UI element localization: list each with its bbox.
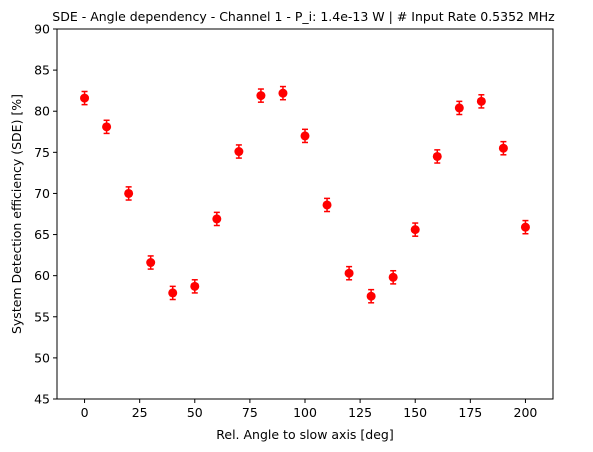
data-point	[520, 219, 530, 235]
data-points	[80, 85, 530, 304]
x-tick-label: 25	[132, 405, 148, 420]
data-point	[388, 269, 398, 285]
y-tick-label: 80	[34, 104, 50, 119]
data-point	[498, 140, 508, 156]
x-tick-label: 150	[403, 405, 427, 420]
data-marker	[124, 188, 134, 198]
data-marker	[520, 222, 530, 232]
y-tick-label: 85	[34, 63, 50, 78]
data-marker	[410, 225, 420, 235]
data-point	[432, 149, 442, 164]
data-point	[476, 94, 486, 109]
x-tick-label: 125	[348, 405, 372, 420]
data-point	[300, 128, 310, 144]
y-tick-label: 60	[34, 268, 50, 283]
x-axis-ticks: 0 25 50 75 100 125 150 175 200	[81, 399, 538, 420]
y-tick-label: 70	[34, 186, 50, 201]
x-tick-label: 175	[458, 405, 482, 420]
data-point	[278, 85, 288, 101]
plot-frame	[56, 28, 554, 400]
data-marker	[80, 93, 90, 103]
chart-title: SDE - Angle dependency - Channel 1 - P_i…	[52, 9, 555, 24]
data-marker	[388, 272, 398, 282]
data-point	[344, 265, 354, 281]
data-marker	[278, 88, 288, 98]
x-tick-label: 75	[242, 405, 258, 420]
data-point	[124, 186, 134, 201]
data-marker	[168, 288, 178, 298]
data-marker	[454, 103, 464, 113]
data-point	[102, 119, 112, 135]
data-marker	[322, 200, 332, 210]
data-marker	[498, 143, 508, 153]
data-marker	[432, 151, 442, 161]
y-tick-label: 50	[34, 350, 50, 365]
data-point	[190, 279, 200, 294]
y-tick-label: 45	[34, 392, 50, 407]
data-point	[80, 90, 90, 106]
x-axis-label: Rel. Angle to slow axis [deg]	[216, 427, 393, 442]
data-marker	[102, 122, 112, 132]
x-tick-label: 100	[293, 405, 317, 420]
x-tick-label: 50	[187, 405, 203, 420]
y-axis-label: System Detection efficiency (SDE) [%]	[9, 94, 24, 334]
data-marker	[146, 258, 156, 268]
y-axis-ticks: 45 50 55 60 65 70 75 80 85 90	[34, 22, 57, 407]
data-point	[234, 144, 244, 159]
data-marker	[212, 214, 222, 224]
data-marker	[256, 91, 266, 101]
x-tick-label: 0	[81, 405, 89, 420]
data-point	[146, 255, 156, 270]
data-point	[322, 197, 332, 213]
data-marker	[366, 291, 376, 301]
data-point	[366, 288, 376, 304]
y-tick-label: 65	[34, 227, 50, 242]
data-marker	[190, 281, 200, 291]
y-tick-label: 55	[34, 309, 50, 324]
data-point	[212, 211, 222, 227]
x-tick-label: 200	[514, 405, 538, 420]
data-point	[410, 222, 420, 237]
y-tick-label: 90	[34, 22, 50, 37]
data-marker	[476, 96, 486, 106]
data-point	[454, 100, 464, 116]
data-marker	[234, 147, 244, 157]
data-point	[168, 285, 178, 301]
data-marker	[300, 131, 310, 141]
data-marker	[344, 268, 354, 278]
y-tick-label: 75	[34, 145, 50, 160]
data-point	[256, 88, 266, 103]
